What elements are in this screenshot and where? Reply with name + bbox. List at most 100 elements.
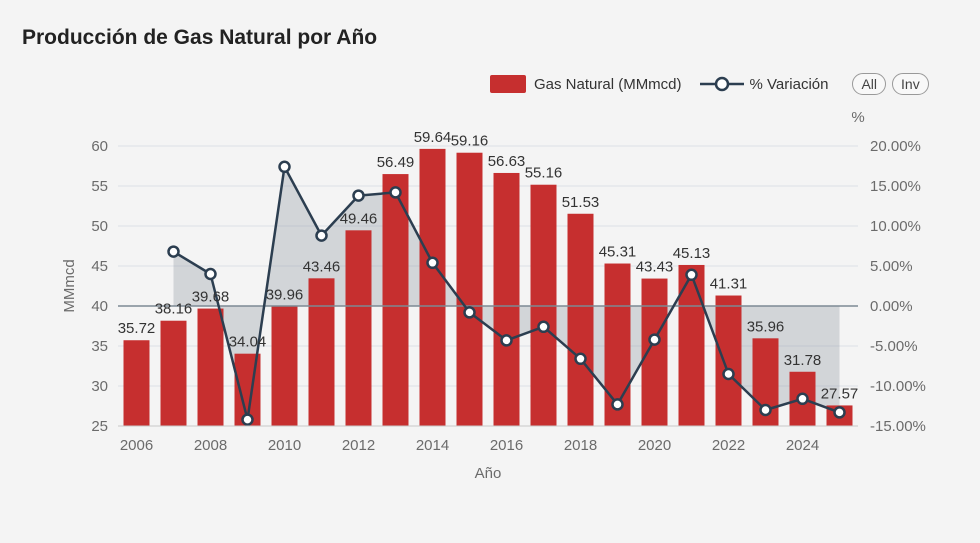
- bar: [234, 353, 261, 426]
- x-tick-label: 2018: [564, 437, 597, 454]
- bar-value-label: 56.63: [488, 153, 526, 170]
- line-point: [537, 320, 550, 334]
- legend-item-variacion[interactable]: % Variación: [699, 74, 829, 94]
- legend-line-swatch: [699, 76, 744, 92]
- bar: [567, 213, 594, 426]
- x-tick-label: 2006: [120, 437, 153, 454]
- line-point: [500, 334, 513, 347]
- bar-value-label: 27.57: [821, 385, 859, 402]
- bar: [456, 152, 483, 426]
- bar-value-label: 51.53: [562, 194, 600, 211]
- bar-value-label: 43.46: [303, 258, 341, 275]
- legend-item-gas[interactable]: Gas Natural (MMmcd): [490, 75, 682, 93]
- variation-line: [172, 165, 840, 421]
- bar-value-label: 59.64: [414, 129, 452, 146]
- line-point: [389, 186, 402, 199]
- y-tick-label: 45: [91, 258, 108, 275]
- x-tick-label: 2020: [638, 437, 671, 454]
- bar: [419, 148, 446, 426]
- line-point: [722, 367, 735, 381]
- bar-value-label: 43.43: [636, 259, 674, 276]
- bar-value-label: 39.68: [192, 289, 230, 306]
- legend-label-gas: Gas Natural (MMmcd): [534, 75, 682, 93]
- y2-tick-label: 5.00%: [870, 258, 913, 275]
- line-point: [315, 229, 328, 242]
- line-point: [463, 306, 476, 319]
- x-tick-label: 2012: [342, 437, 375, 454]
- y2-axis-label: %: [851, 109, 864, 126]
- y2-tick-label: 10.00%: [870, 218, 921, 235]
- bar-value-label: 31.78: [784, 352, 822, 369]
- chart-title: Producción de Gas Natural por Año: [22, 26, 378, 49]
- y2-tick-label: 15.00%: [870, 178, 921, 195]
- bar: [715, 295, 742, 426]
- bar-value-label: 59.16: [451, 133, 489, 150]
- bar-value-label: 49.46: [340, 210, 378, 227]
- line-point: [796, 392, 809, 406]
- bar: [641, 278, 668, 426]
- all-button[interactable]: All: [852, 73, 887, 95]
- y-tick-label: 35: [91, 338, 108, 355]
- line-point: [167, 245, 180, 258]
- bar-value-label: 45.13: [673, 245, 711, 262]
- legend-label-variacion: % Variación: [749, 75, 829, 93]
- x-axis-label: Año: [475, 465, 502, 482]
- line-point: [685, 268, 698, 282]
- y2-tick-label: -15.00%: [870, 418, 926, 435]
- line-point: [759, 403, 772, 417]
- variation-area: [173, 166, 840, 420]
- y-axis-label: MMmcd: [61, 259, 78, 312]
- x-tick-label: 2022: [712, 437, 745, 454]
- y2-tick-label: -10.00%: [870, 378, 926, 395]
- y2-tick-label: 20.00%: [870, 138, 921, 155]
- y2-tick-label: -5.00%: [870, 338, 918, 355]
- x-tick-label: 2010: [268, 437, 301, 454]
- line-point: [648, 333, 661, 346]
- bar: [271, 306, 298, 426]
- bar-value-label: 45.31: [599, 244, 637, 261]
- y-tick-label: 60: [91, 138, 108, 155]
- x-tick-label: 2008: [194, 437, 227, 454]
- line-point: [426, 256, 439, 270]
- bar-value-label: 55.16: [525, 165, 563, 182]
- bar-value-label: 35.72: [118, 320, 156, 337]
- line-point: [352, 189, 365, 202]
- bar-value-label: 38.16: [155, 301, 193, 318]
- bar-value-label: 35.96: [747, 318, 785, 335]
- line-point: [574, 352, 587, 366]
- bar: [123, 340, 150, 426]
- x-tick-label: 2014: [416, 437, 449, 454]
- bar: [826, 405, 853, 426]
- inv-button[interactable]: Inv: [892, 73, 929, 95]
- bar: [789, 371, 816, 426]
- bar: [678, 264, 705, 426]
- y2-tick-label: 0.00%: [870, 298, 913, 315]
- line-point: [278, 160, 291, 174]
- bar: [493, 172, 520, 426]
- y-tick-label: 40: [91, 298, 108, 315]
- line-point: [241, 413, 254, 426]
- bar: [197, 308, 224, 426]
- line-point: [204, 267, 217, 281]
- bar-value-label: 41.31: [710, 276, 748, 293]
- legend-bar-swatch: [490, 75, 526, 93]
- bar: [160, 320, 187, 426]
- y-tick-label: 25: [91, 418, 108, 435]
- x-tick-label: 2016: [490, 437, 523, 454]
- bar-value-label: 34.04: [229, 334, 267, 351]
- bar-value-label: 56.49: [377, 154, 415, 171]
- y-tick-label: 50: [91, 218, 108, 235]
- bar: [604, 263, 631, 426]
- legend: Gas Natural (MMmcd) % Variación All Inv: [490, 70, 929, 98]
- y-tick-label: 30: [91, 378, 108, 395]
- bar: [308, 278, 335, 426]
- bar: [752, 338, 779, 426]
- bar-value-label: 39.96: [266, 286, 304, 303]
- y-tick-label: 55: [91, 178, 108, 195]
- bar: [345, 230, 372, 426]
- x-tick-label: 2024: [786, 437, 819, 454]
- bar: [530, 184, 557, 426]
- line-point: [833, 406, 846, 419]
- bar: [382, 174, 409, 426]
- line-point: [611, 398, 624, 411]
